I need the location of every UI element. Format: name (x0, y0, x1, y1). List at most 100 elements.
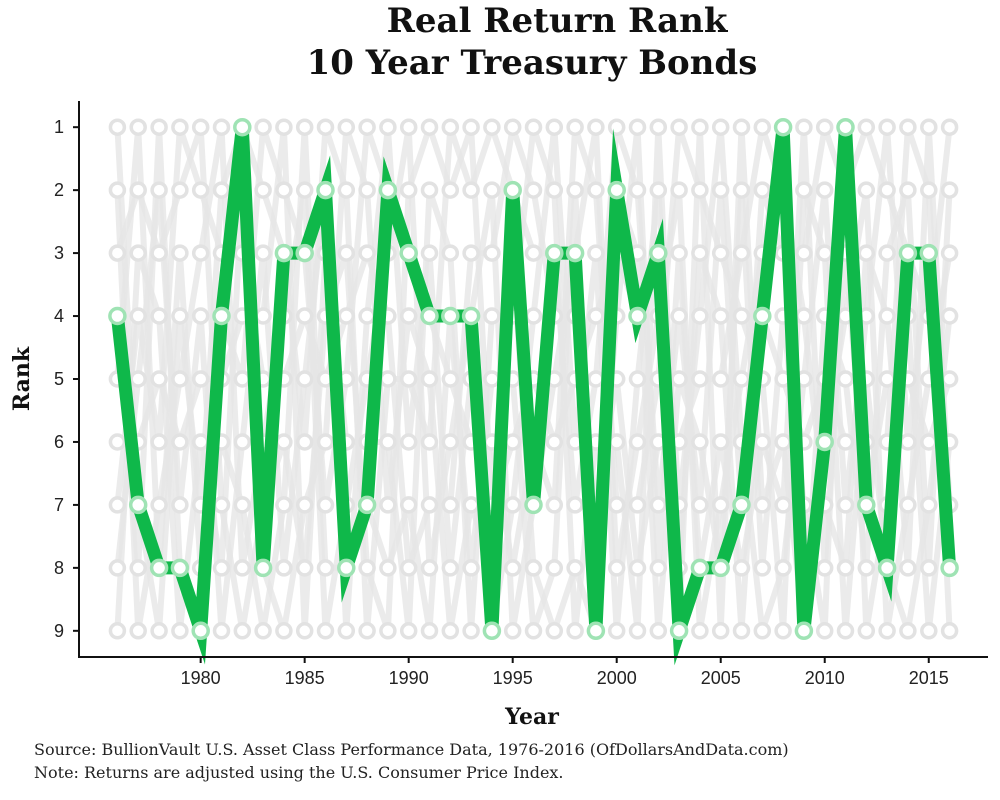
background-point (150, 622, 168, 640)
background-point (920, 559, 938, 577)
background-point (628, 496, 647, 514)
background-point (587, 118, 605, 136)
background-point (857, 181, 876, 199)
background-point (503, 433, 522, 451)
background-point (420, 118, 439, 136)
background-point (878, 181, 896, 199)
background-point (732, 307, 751, 325)
background-point (150, 496, 168, 514)
background-point (191, 433, 210, 451)
highlight-point (545, 243, 564, 263)
background-point (940, 118, 959, 136)
highlight-point (690, 558, 710, 578)
background-point (275, 118, 293, 136)
background-point (171, 496, 189, 514)
background-point (815, 244, 834, 262)
highlight-point (378, 180, 398, 200)
background-point (691, 622, 709, 640)
background-point (940, 370, 959, 388)
background-point (441, 433, 460, 451)
background-point (753, 181, 772, 199)
background-point (462, 622, 480, 640)
background-point (420, 244, 439, 262)
background-point (857, 559, 876, 577)
background-point (171, 181, 189, 199)
background-point (316, 622, 335, 640)
highlight-point (524, 495, 543, 515)
background-point (732, 181, 751, 199)
background-point (275, 496, 293, 514)
background-point (607, 559, 626, 577)
background-point (524, 244, 543, 262)
background-point (337, 118, 356, 136)
background-point (795, 307, 813, 325)
background-point (275, 622, 293, 640)
background-point (670, 181, 688, 199)
background-point (628, 559, 647, 577)
background-point (920, 496, 938, 514)
highlight-point (503, 180, 522, 200)
y-tick-label: 8 (54, 558, 64, 578)
background-point (483, 370, 501, 388)
highlight-point (877, 558, 897, 578)
background-point (691, 496, 709, 514)
background-point (711, 118, 730, 136)
highlight-point (711, 558, 730, 578)
background-point (753, 118, 772, 136)
background-point (337, 244, 356, 262)
background-point (483, 244, 501, 262)
background-point (857, 622, 876, 640)
background-point (878, 370, 896, 388)
background-point (441, 622, 460, 640)
background-point (254, 622, 272, 640)
background-point (399, 433, 418, 451)
highlight-point (420, 306, 439, 326)
highlight-point (149, 558, 169, 578)
background-point (358, 307, 376, 325)
background-point (774, 622, 792, 640)
background-point (399, 118, 418, 136)
background-point (524, 181, 543, 199)
background-point (420, 433, 439, 451)
background-point (483, 181, 501, 199)
background-point (711, 370, 730, 388)
background-point (462, 244, 480, 262)
background-point (171, 307, 189, 325)
highlight-point (316, 180, 335, 200)
background-point (524, 118, 543, 136)
highlight-point (461, 306, 481, 326)
background-point (254, 244, 272, 262)
background-point (857, 118, 876, 136)
highlight-point (295, 243, 314, 263)
background-point (420, 181, 439, 199)
background-point (815, 118, 834, 136)
background-point (545, 559, 564, 577)
background-point (441, 244, 460, 262)
background-point (358, 118, 376, 136)
background-point (503, 496, 522, 514)
background-point (129, 622, 147, 640)
background-point (815, 181, 834, 199)
background-point (441, 559, 460, 577)
highlight-point (753, 306, 772, 326)
background-point (899, 496, 917, 514)
background-point (711, 181, 730, 199)
highlight-point (191, 621, 210, 641)
background-point (420, 622, 439, 640)
background-point (940, 181, 959, 199)
background-point (108, 118, 127, 136)
background-point (129, 559, 147, 577)
background-point (108, 244, 127, 262)
background-point (191, 244, 210, 262)
background-point (711, 433, 730, 451)
background-point (566, 181, 584, 199)
background-point (649, 496, 668, 514)
y-tick-label: 1 (54, 117, 64, 137)
background-point (649, 559, 668, 577)
background-point (275, 433, 293, 451)
x-tick-label: 1985 (285, 668, 325, 688)
highlight-point (794, 621, 814, 641)
background-point (233, 433, 252, 451)
background-point (108, 622, 127, 640)
background-point (628, 181, 647, 199)
